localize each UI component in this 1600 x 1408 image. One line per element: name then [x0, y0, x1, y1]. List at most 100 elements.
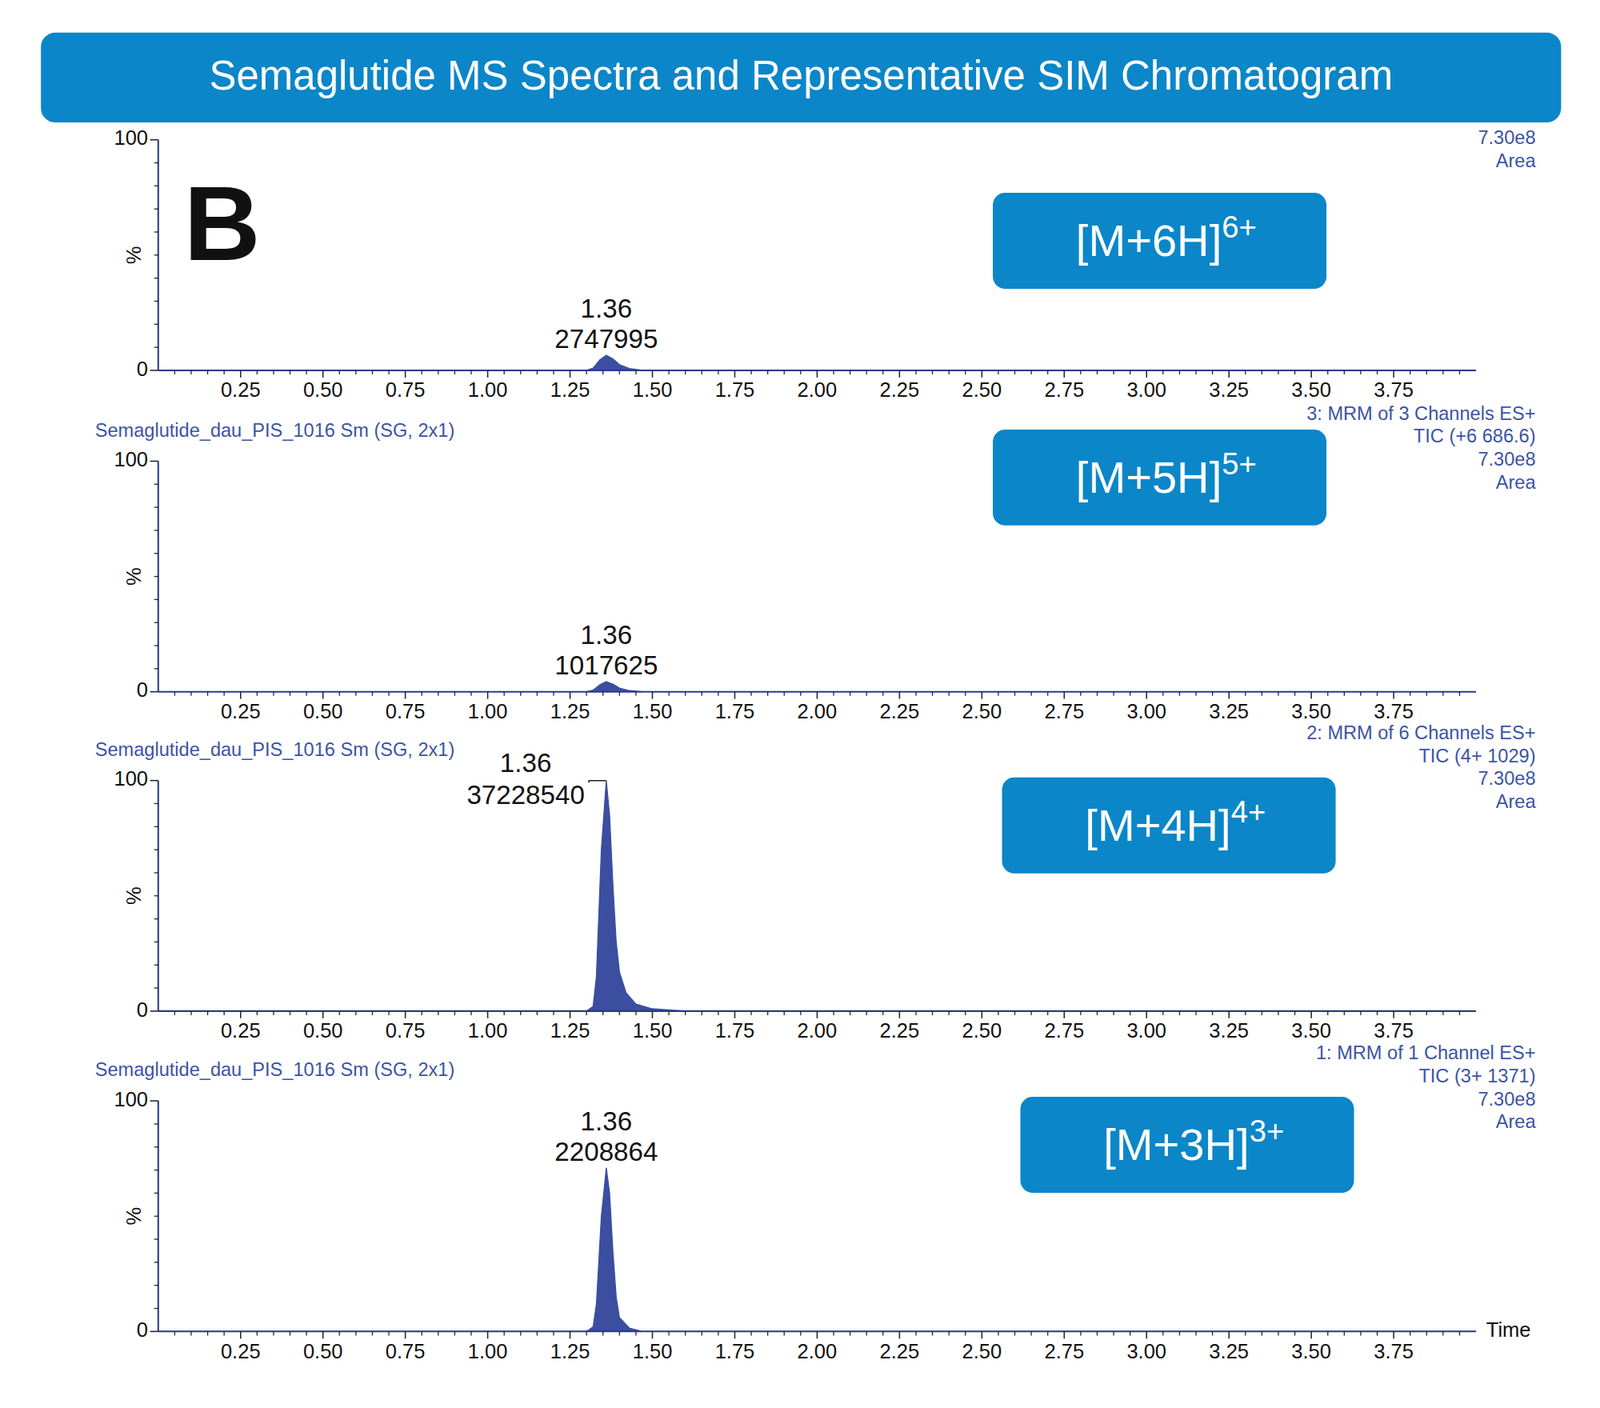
x-minor-tick — [1344, 370, 1345, 375]
x-minor-tick — [1459, 370, 1460, 375]
ion-text: [M+5H] — [1076, 452, 1222, 503]
x-tick — [1392, 1331, 1395, 1339]
y-minor-tick — [154, 1308, 159, 1309]
x-tick-label: 0.50 — [303, 378, 344, 401]
panel: 0100%0.250.500.751.001.251.501.752.002.2… — [95, 722, 1537, 1042]
x-tick-label: 2.50 — [962, 1019, 1003, 1042]
x-minor-tick — [1096, 1011, 1098, 1016]
x-tick-label: 1.25 — [550, 378, 591, 401]
x-minor-tick — [602, 692, 604, 696]
x-minor-tick — [915, 370, 916, 375]
x-minor-tick — [1030, 1011, 1032, 1016]
y-tick — [150, 1331, 159, 1333]
x-minor-tick — [421, 370, 423, 375]
x-minor-tick — [520, 370, 521, 375]
x-tick-label: 3.25 — [1208, 1340, 1249, 1363]
x-minor-tick — [1294, 370, 1296, 375]
x-minor-tick — [1112, 370, 1114, 375]
x-minor-tick — [1014, 370, 1016, 375]
x-tick-label: 3.25 — [1208, 700, 1249, 723]
peak-rt: 1.36 — [580, 1106, 633, 1136]
x-minor-tick — [305, 692, 307, 696]
x-minor-tick — [1129, 1331, 1131, 1336]
ion-box — [1020, 1096, 1354, 1193]
x-tick — [1228, 692, 1230, 700]
x-minor-tick — [1162, 1011, 1164, 1016]
header-right: 7.30e8 — [1477, 1088, 1536, 1110]
x-minor-tick — [536, 370, 538, 375]
y-minor-tick — [154, 622, 159, 624]
x-minor-tick — [272, 1011, 274, 1016]
x-minor-tick — [1212, 692, 1213, 696]
x-tick — [899, 1011, 901, 1019]
x-minor-tick — [1327, 1011, 1328, 1016]
x-minor-tick — [849, 692, 851, 696]
x-minor-tick — [224, 692, 225, 696]
y-tick-label: 0 — [136, 1318, 148, 1341]
x-minor-tick — [586, 1331, 588, 1336]
y-minor-tick — [154, 1238, 159, 1240]
ion-label: [M+6H]6+ — [1076, 209, 1257, 266]
x-tick-label: 3.75 — [1373, 378, 1414, 401]
ion-box — [992, 429, 1327, 526]
x-minor-tick — [586, 1011, 588, 1016]
x-minor-tick — [684, 1331, 686, 1336]
x-minor-tick — [915, 692, 916, 696]
x-minor-tick — [174, 692, 176, 696]
x-tick — [652, 370, 654, 378]
y-minor-tick — [154, 277, 159, 279]
x-minor-tick — [1409, 370, 1411, 375]
x-tick — [1064, 1011, 1066, 1019]
x-tick-label: 3.00 — [1126, 378, 1167, 401]
x-minor-tick — [1344, 692, 1345, 696]
x-tick — [322, 692, 324, 700]
x-minor-tick — [437, 1331, 439, 1336]
x-minor-tick — [1376, 692, 1378, 696]
x-minor-tick — [372, 692, 373, 696]
x-axis-label: Time — [1486, 1318, 1532, 1341]
x-minor-tick — [767, 370, 768, 375]
x-minor-tick — [536, 1011, 538, 1016]
x-minor-tick — [635, 692, 636, 696]
x-tick-label: 3.50 — [1291, 378, 1332, 401]
x-tick — [1310, 692, 1312, 700]
x-minor-tick — [1294, 1011, 1296, 1016]
peak-area: 2747995 — [554, 324, 658, 354]
x-minor-tick — [1294, 692, 1296, 696]
x-minor-tick — [1047, 1011, 1048, 1016]
trace — [158, 355, 1476, 371]
x-tick — [981, 370, 984, 378]
x-tick-label: 1.25 — [550, 1340, 591, 1363]
x-minor-tick — [1327, 692, 1328, 696]
x-minor-tick — [635, 1331, 636, 1336]
x-tick-label: 1.00 — [468, 1019, 508, 1042]
x-minor-tick — [552, 692, 554, 696]
title: Semaglutide MS Spectra and Representativ… — [208, 52, 1393, 99]
header-right: 1: MRM of 1 Channel ES+ — [1316, 1042, 1536, 1064]
y-minor-tick — [154, 208, 159, 210]
x-tick — [1392, 370, 1395, 378]
ion-charge: 5+ — [1221, 446, 1257, 481]
peak-rt: 1.36 — [500, 748, 552, 778]
x-minor-tick — [190, 1331, 192, 1336]
y-tick — [150, 1010, 159, 1012]
y-tick-label: 0 — [136, 998, 148, 1021]
x-tick-label: 2.75 — [1044, 378, 1084, 401]
x-minor-tick — [635, 370, 636, 375]
x-minor-tick — [1195, 1011, 1196, 1016]
x-tick-label: 0.25 — [220, 700, 261, 723]
x-tick-label: 2.75 — [1044, 700, 1084, 723]
x-minor-tick — [866, 692, 868, 696]
x-tick-label: 0.75 — [385, 378, 426, 401]
x-minor-tick — [289, 1011, 291, 1016]
x-tick — [240, 1011, 242, 1019]
x-tick-label: 3.75 — [1373, 1019, 1414, 1042]
x-minor-tick — [602, 370, 604, 375]
y-minor-tick — [154, 1123, 159, 1124]
panel-label: B — [184, 164, 261, 283]
x-minor-tick — [272, 370, 274, 375]
peak-rt: 1.36 — [580, 293, 633, 324]
y-minor-tick — [154, 1169, 159, 1171]
y-minor-tick — [154, 987, 159, 988]
x-tick — [322, 1331, 324, 1339]
